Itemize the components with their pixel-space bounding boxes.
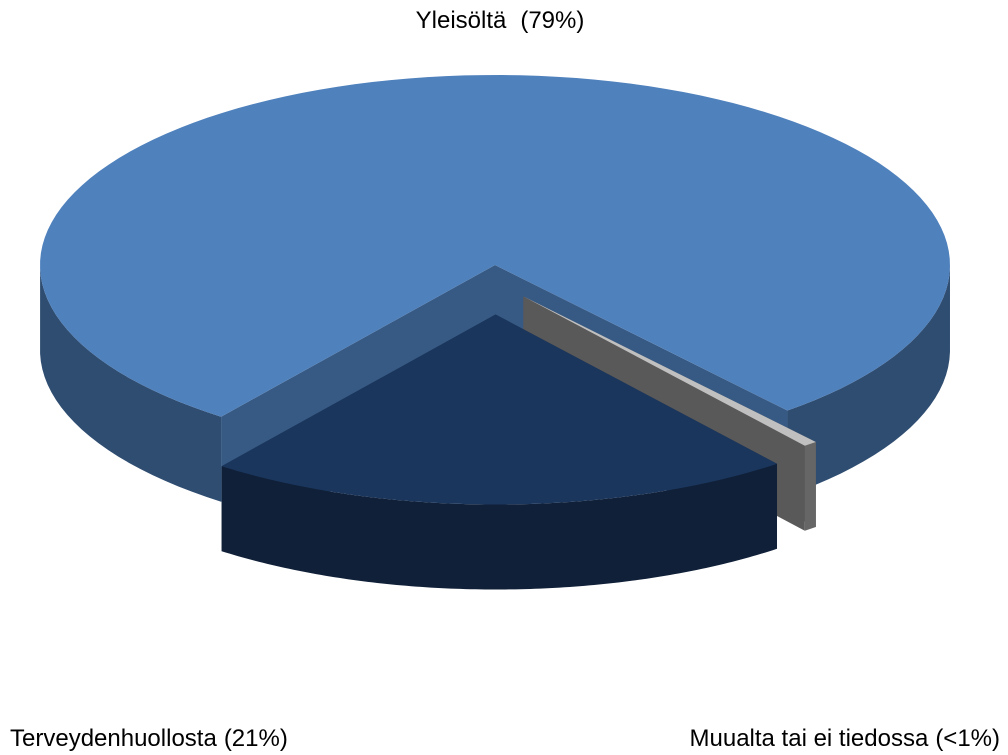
slice-side [221,463,778,590]
slice-top [221,314,778,505]
slice-label-value: (21%) [224,725,288,752]
slice-top [523,296,816,446]
slice-label-value: (79%) [520,7,584,34]
slice-top [40,75,950,417]
slice-label-value: (<1%) [935,725,1000,752]
slice-side [804,441,816,531]
slice [221,314,778,590]
slice-label-name: Yleisöltä [416,7,507,34]
slice-label-name: Muualta tai ei tiedossa [690,725,929,752]
slice-side [787,266,950,496]
slice-label: Yleisöltä (79%) [416,7,585,34]
slice-label-name: Terveydenhuollosta [10,725,217,752]
slice-side [40,268,222,502]
slice-label: Terveydenhuollosta (21%) [10,725,288,752]
slice-label: Muualta tai ei tiedossa (<1%) [690,725,1001,752]
